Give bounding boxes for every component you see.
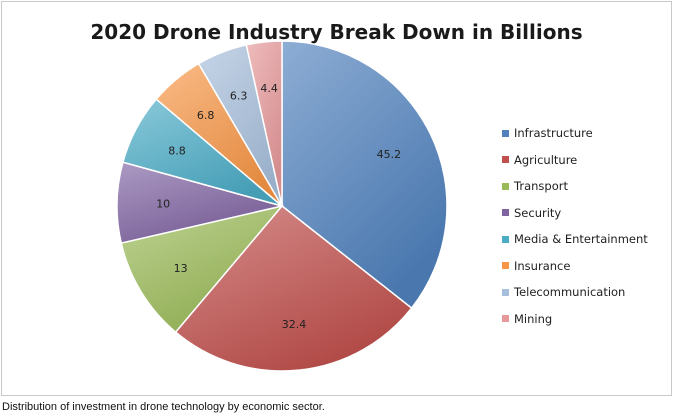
legend-item-insurance: Insurance [502,253,648,280]
data-label-insurance: 6.8 [197,109,215,122]
data-label-mining: 4.4 [260,82,278,95]
legend-label: Mining [514,311,553,326]
legend-label: Security [514,205,562,220]
pie-slice-mining [245,40,283,207]
legend-swatch [502,156,509,164]
legend-swatch [502,182,509,190]
chart-title: 2020 Drone Industry Break Down in Billio… [90,20,583,44]
pie-slice-agriculture [174,204,413,372]
legend-swatch [502,235,509,243]
legend-label: Agriculture [514,152,578,167]
data-label-security: 10 [156,198,170,211]
chart-legend: Infrastructure Agriculture Transport Securi… [502,120,648,332]
legend-label: Transport [514,179,568,194]
legend-label: Infrastructure [514,126,593,141]
data-label-telecommunication: 6.3 [230,89,248,102]
figure-caption: Distribution of investment in drone tech… [2,401,325,413]
legend-swatch [502,315,509,323]
legend-swatch [502,129,509,137]
legend-label: Telecommunication [514,285,626,300]
legend-label: Insurance [514,258,571,273]
legend-label: Media & Entertainment [514,232,648,247]
legend-item-transport: Transport [502,173,648,200]
data-label-infrastructure: 45.2 [377,148,402,161]
legend-item-mining: Mining [502,306,648,333]
data-label-transport: 13 [174,262,188,275]
legend-item-telecommunication: Telecommunication [502,279,648,306]
data-label-media-entertainment: 8.8 [168,145,186,158]
legend-swatch [502,209,509,217]
legend-swatch [502,288,509,296]
pie-slice-infrastructure [281,40,448,310]
data-label-agriculture: 32.4 [282,318,307,331]
legend-item-infrastructure: Infrastructure [502,120,648,147]
chart-frame: 2020 Drone Industry Break Down in Billio… [1,1,672,396]
legend-swatch [502,262,509,270]
legend-item-agriculture: Agriculture [502,147,648,174]
pie-slice-transport [120,204,285,334]
legend-item-security: Security [502,200,648,227]
pie-chart: 45.2 32.4 13 10 8.8 6.8 6.3 4.4 [116,40,448,372]
legend-item-media-entertainment: Media & Entertainment [502,226,648,253]
